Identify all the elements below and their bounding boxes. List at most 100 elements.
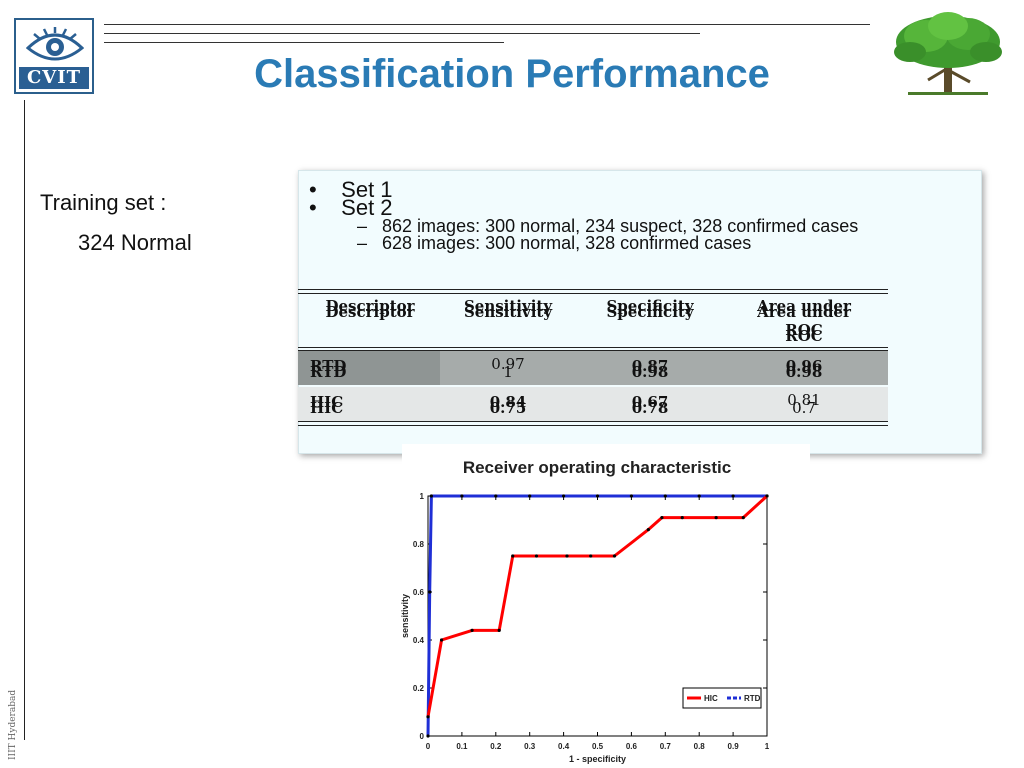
cell-hic-descriptor: HIC	[310, 393, 344, 411]
series-point-hic	[589, 554, 593, 558]
cell-hic-spec-2: 0.78	[631, 399, 669, 417]
series-point-hic	[426, 715, 430, 719]
table-row-hic	[298, 387, 888, 421]
y-tick-label: 0.6	[413, 588, 425, 597]
cell-rtd-sens-1: 0.97	[491, 355, 525, 373]
x-tick-label: 0.3	[524, 742, 536, 751]
table-rule-top-2	[298, 293, 888, 294]
logo-text: CVIT	[19, 67, 89, 89]
series-point-hic	[470, 628, 474, 632]
cell-hic-auc-2: 0.7	[792, 399, 816, 417]
table-rule-bottom-2	[298, 425, 888, 426]
series-point-rtd	[528, 494, 532, 498]
tree-logo-icon	[894, 12, 1002, 95]
cell-rtd-descriptor: RTD	[310, 357, 347, 375]
cell-rtd-auc-1: 0.96	[785, 357, 823, 375]
cell-hic-spec-1: 0.67	[631, 393, 669, 411]
cell-hic-auc-1: 0.81	[787, 391, 821, 409]
set2-bullet: • Set 2	[309, 195, 393, 220]
series-point-rtd	[697, 494, 701, 498]
training-set-value: 324 Normal	[78, 230, 192, 255]
series-point-hic	[534, 554, 539, 558]
set2-detail-text: 628 images: 300 normal, 328 confirmed ca…	[382, 233, 752, 253]
eye-logo-icon	[26, 27, 84, 61]
table-rule-top	[298, 289, 888, 290]
x-tick-label: 0.9	[728, 742, 740, 751]
page-title: Classification Performance	[254, 52, 770, 96]
header-sensitivity: Sensitivity	[463, 297, 553, 315]
header-rule-3	[104, 42, 504, 43]
set1-label: Set 1	[341, 177, 393, 202]
x-tick-label: 0	[426, 742, 431, 751]
x-tick-label: 0.6	[626, 742, 638, 751]
header-descriptor-overlay: Descriptor	[325, 303, 415, 321]
set2-detail: – 628 images: 300 normal, 328 confirmed …	[357, 233, 752, 253]
header-rule-1	[104, 24, 870, 25]
cvit-logo: CVIT	[14, 18, 94, 94]
header-descriptor: Descriptor	[325, 297, 415, 315]
series-point-rtd	[731, 494, 735, 498]
series-point-rtd	[595, 494, 600, 498]
series-point-hic	[765, 494, 769, 498]
series-point-rtd	[428, 590, 432, 594]
series-point-hic	[714, 516, 718, 520]
y-tick-label: 1	[420, 492, 425, 501]
cell-rtd-spec-1: 0.87	[631, 357, 669, 375]
x-tick-label: 0.8	[694, 742, 706, 751]
set1-bullet: • Set 1	[309, 177, 393, 202]
series-point-rtd	[429, 494, 433, 498]
side-rule	[24, 100, 25, 740]
legend-label-hic: HIC	[704, 694, 718, 703]
y-tick-label: 0.2	[413, 684, 425, 693]
table-rule-mid	[298, 347, 888, 348]
series-point-hic	[660, 516, 664, 520]
cell-rtd-sens-2: 1	[503, 363, 513, 381]
row-rtd-label-cell	[298, 351, 440, 385]
series-point-hic	[646, 528, 650, 532]
set1-detail-text: 862 images: 300 normal, 234 suspect, 328…	[382, 216, 859, 236]
header-roc-line2: ROC	[785, 321, 823, 339]
cell-hic-sens-1: 0.84	[489, 393, 527, 411]
table-rule-mid-2	[298, 350, 888, 351]
cell-rtd-auc-2: 0.98	[785, 363, 823, 381]
header-sensitivity-overlay: Sensitivity	[463, 303, 553, 321]
header-rule-2	[104, 33, 700, 34]
header-roc-line2-overlay: ROC	[785, 327, 823, 345]
roc-chart: 0 0.1 0.2 0.3 0.4 0.5 0.6 0.7 0.8 0.9 1 0 0.2 0.4 0.6 0…	[400, 492, 770, 764]
series-point-rtd	[629, 494, 633, 498]
x-axis-label: 1 - specificity	[569, 754, 626, 764]
x-tick-label: 0.4	[558, 742, 570, 751]
legend-label-rtd: RTD	[744, 694, 761, 703]
y-axis-label: sensitivity	[400, 594, 410, 638]
series-point-rtd	[460, 494, 464, 498]
cell-rtd-spec-2: 0.98	[631, 363, 669, 381]
training-set-label: Training set :	[40, 190, 167, 215]
y-tick-label: 0	[420, 732, 425, 741]
series-point-hic	[439, 638, 444, 642]
series-point-hic	[741, 516, 745, 520]
series-point-rtd	[562, 494, 566, 498]
cell-hic-descriptor-overlay: HIC	[310, 399, 344, 417]
series-point-hic	[497, 628, 501, 632]
set1-detail: – 862 images: 300 normal, 234 suspect, 3…	[357, 216, 859, 236]
series-point-rtd	[494, 494, 498, 498]
x-tick-label: 0.1	[456, 742, 468, 751]
series-point-rtd	[663, 494, 667, 498]
x-tick-label: 0.7	[660, 742, 672, 751]
x-tick-label: 0.5	[592, 742, 604, 751]
series-point-hic	[511, 554, 515, 558]
series-point-hic	[680, 516, 684, 520]
cell-hic-sens-2: 0.75	[489, 399, 527, 417]
series-point-hic	[612, 554, 617, 558]
header-area-roc: Area under	[757, 297, 851, 315]
header-area-roc-overlay: Area under	[757, 303, 851, 321]
chart-title: Receiver operating characteristic	[462, 458, 732, 477]
table-row-rtd	[298, 351, 888, 385]
x-tick-label: 1	[765, 742, 770, 751]
table-rule-bottom	[298, 421, 888, 422]
series-point-rtd	[426, 734, 430, 738]
legend-box	[682, 687, 762, 709]
side-institution-text: IIIT Hyderabad	[8, 689, 18, 760]
series-point-hic	[565, 554, 569, 558]
header-specificity-overlay: Specificity	[606, 303, 694, 321]
